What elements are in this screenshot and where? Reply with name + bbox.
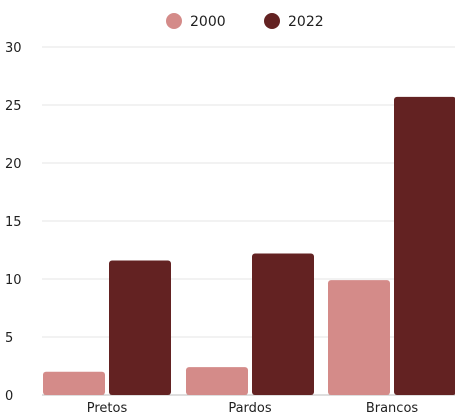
bar-brancos-2000 bbox=[328, 280, 390, 395]
x-tick-label: Pardos bbox=[228, 401, 272, 414]
legend-label-2000: 2000 bbox=[190, 14, 226, 30]
bars bbox=[43, 96, 455, 395]
bar-pardos-2000 bbox=[186, 367, 248, 395]
legend-swatch-2022 bbox=[264, 13, 280, 29]
bar-pretos-2022 bbox=[109, 260, 171, 395]
bar-pretos-2000 bbox=[43, 371, 105, 395]
y-axis-ticks: 0 5 10 15 20 25 30 bbox=[5, 41, 22, 404]
y-tick-label: 0 bbox=[5, 389, 13, 404]
bar-pardos-2022 bbox=[252, 253, 314, 395]
x-axis-categories: Pretos Pardos Brancos bbox=[87, 401, 419, 414]
y-tick-label: 10 bbox=[5, 273, 22, 288]
gridlines bbox=[42, 46, 455, 396]
legend: 2000 2022 bbox=[166, 13, 324, 30]
y-tick-label: 15 bbox=[5, 215, 22, 230]
bar-brancos-2022 bbox=[394, 96, 455, 395]
x-tick-label: Brancos bbox=[366, 401, 419, 414]
y-tick-label: 20 bbox=[5, 157, 22, 172]
legend-swatch-2000 bbox=[166, 13, 182, 29]
legend-label-2022: 2022 bbox=[288, 14, 324, 30]
y-tick-label: 25 bbox=[5, 99, 22, 114]
x-tick-label: Pretos bbox=[87, 401, 128, 414]
y-tick-label: 30 bbox=[5, 41, 22, 56]
y-tick-label: 5 bbox=[5, 331, 13, 346]
